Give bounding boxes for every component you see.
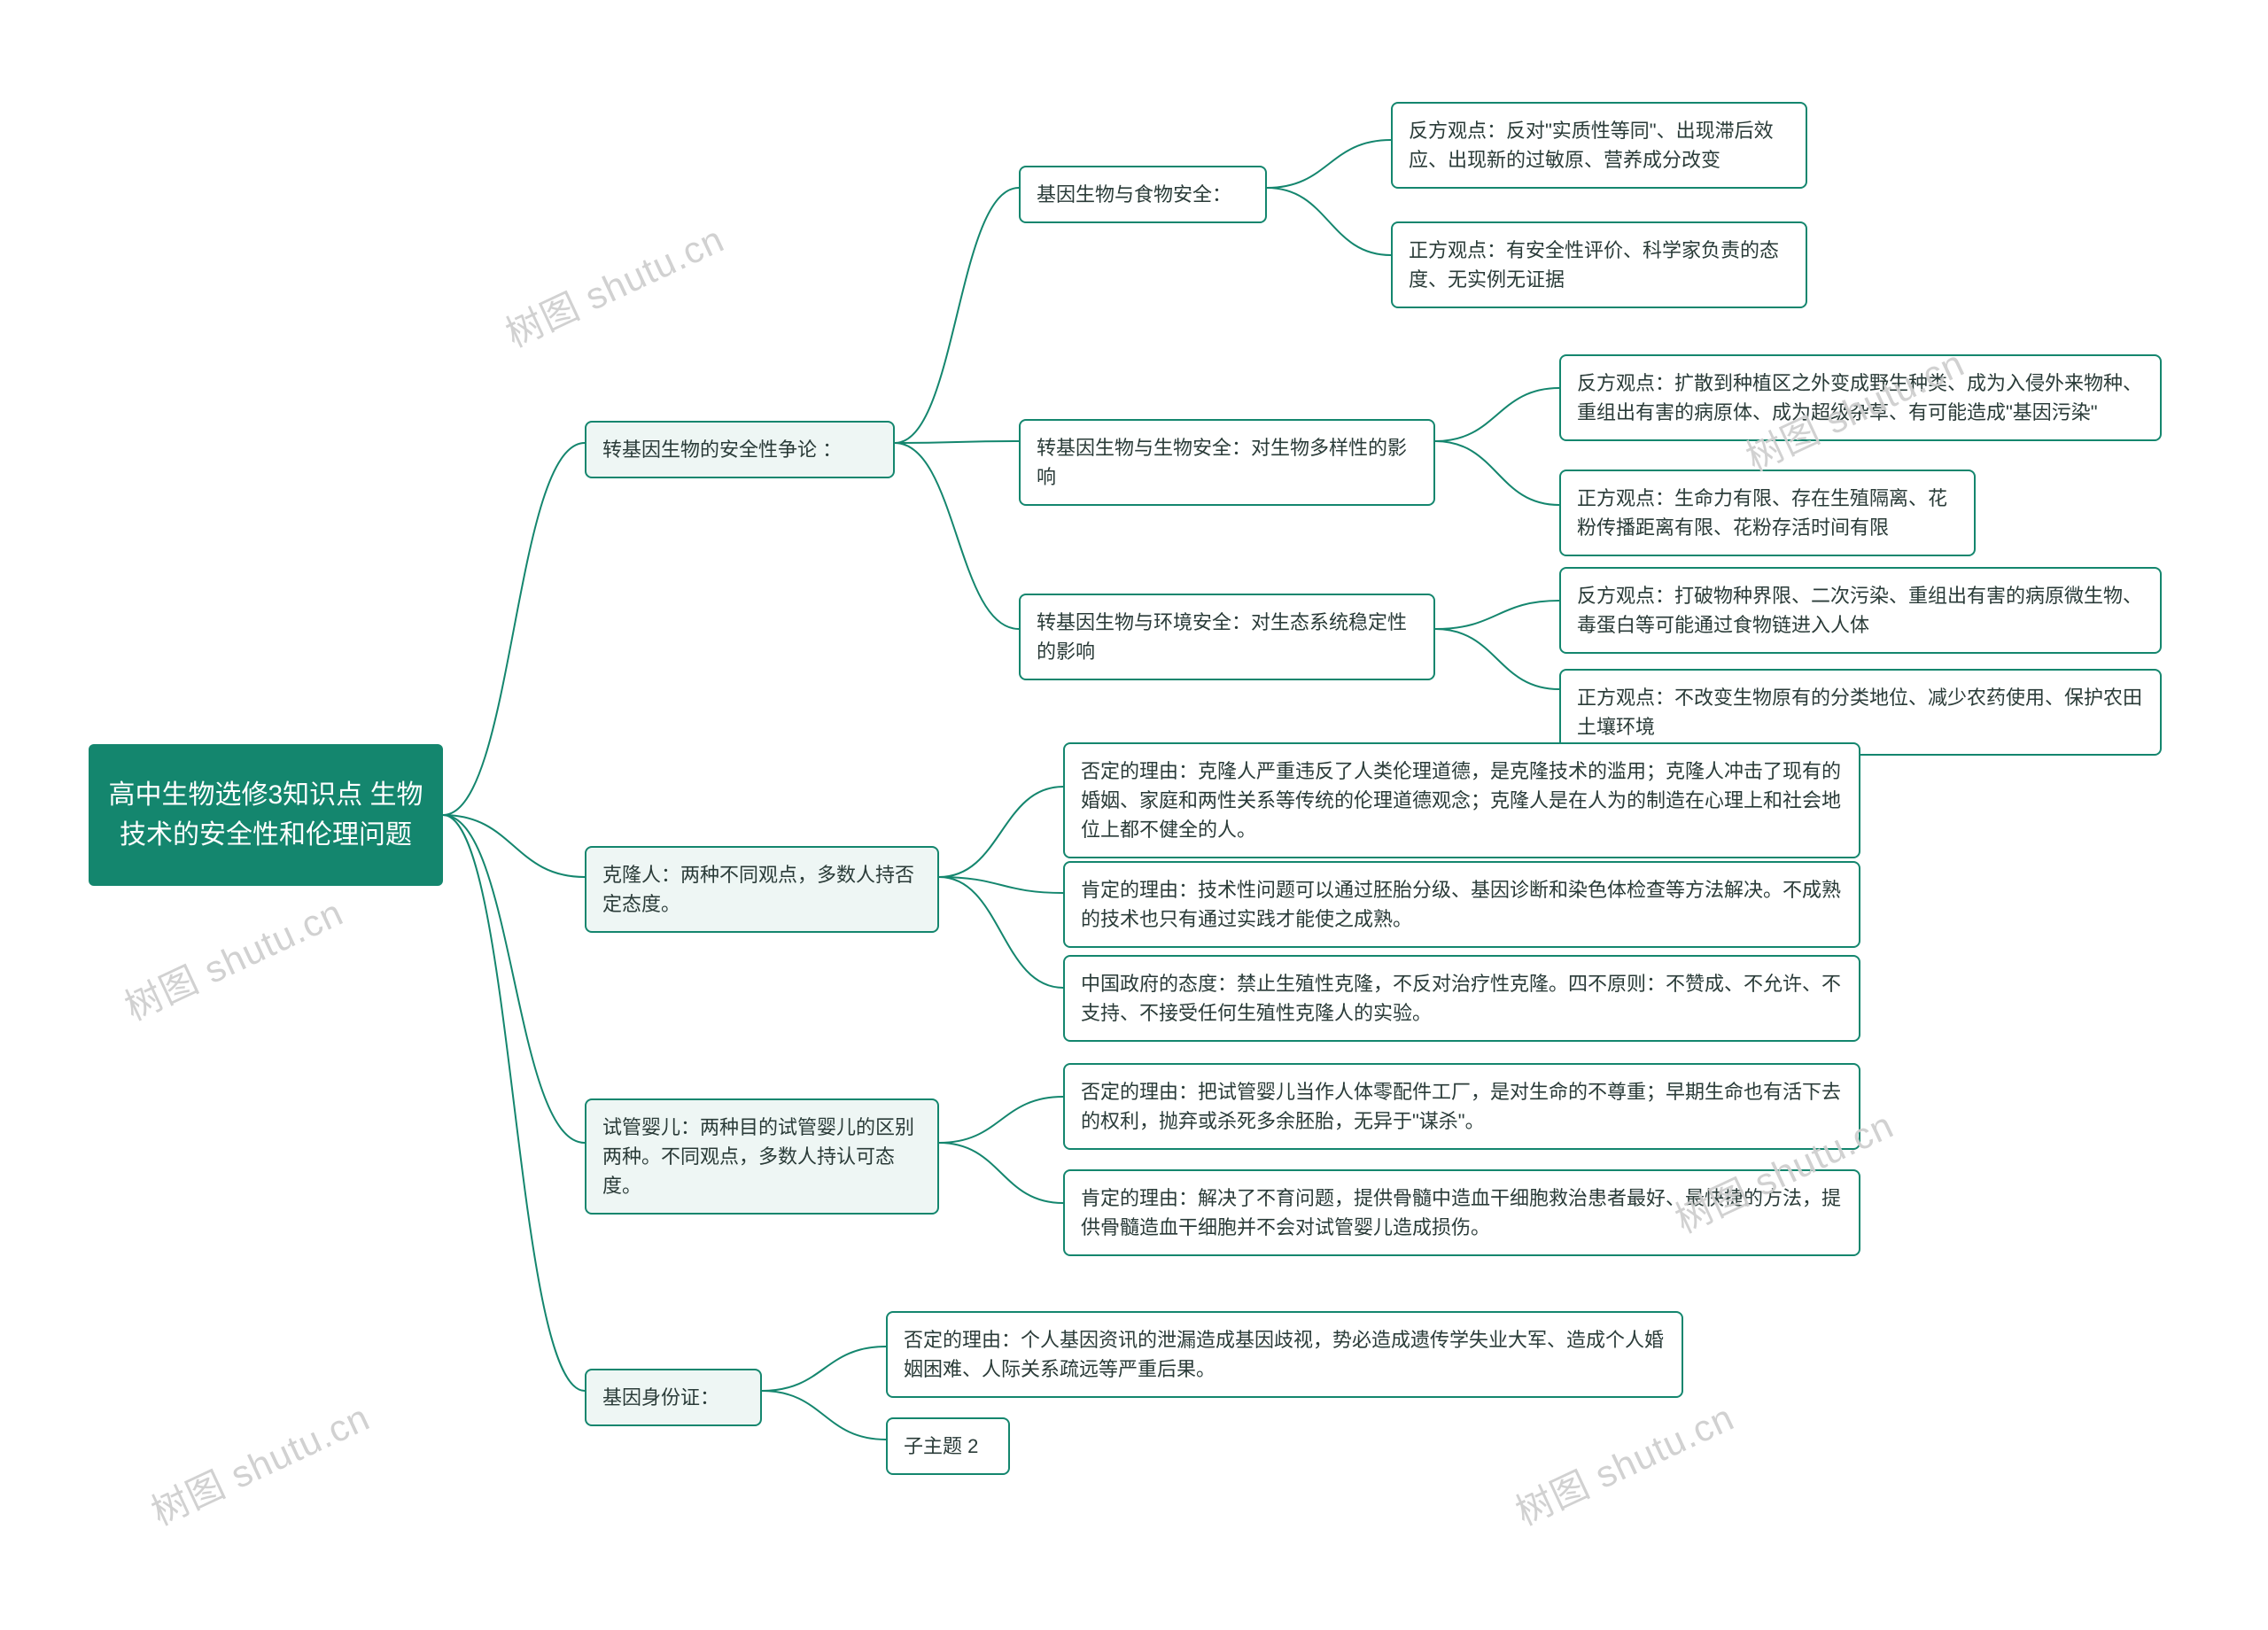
leaf-label: 反方观点：扩散到种植区之外变成野生种类、成为入侵外来物种、重组出有害的病原体、成… xyxy=(1577,369,2144,427)
leaf-label: 反方观点：反对"实质性等同"、出现滞后效应、出现新的过敏原、营养成分改变 xyxy=(1409,116,1790,175)
watermark: 树图 shutu.cn xyxy=(115,883,351,1031)
node-label: 转基因生物与环境安全：对生态系统稳定性的影响 xyxy=(1037,608,1418,666)
watermark: 树图 shutu.cn xyxy=(1506,1388,1742,1536)
leaf-geneid-sub2[interactable]: 子主题 2 xyxy=(886,1417,1010,1475)
leaf-label: 中国政府的态度：禁止生殖性克隆，不反对治疗性克隆。四不原则：不赞成、不允许、不支… xyxy=(1081,969,1843,1028)
leaf-label: 子主题 2 xyxy=(904,1432,978,1461)
leaf-env-against[interactable]: 反方观点：打破物种界限、二次污染、重组出有害的病原微生物、毒蛋白等可能通过食物链… xyxy=(1559,567,2162,654)
branch-label: 试管婴儿：两种目的试管婴儿的区别两种。不同观点，多数人持认可态度。 xyxy=(602,1113,921,1200)
leaf-label: 正方观点：不改变生物原有的分类地位、减少农药使用、保护农田土壤环境 xyxy=(1577,683,2144,741)
leaf-bio-against[interactable]: 反方观点：扩散到种植区之外变成野生种类、成为入侵外来物种、重组出有害的病原体、成… xyxy=(1559,354,2162,441)
leaf-label: 反方观点：打破物种界限、二次污染、重组出有害的病原微生物、毒蛋白等可能通过食物链… xyxy=(1577,581,2144,640)
root-label: 高中生物选修3知识点 生物技术的安全性和伦理问题 xyxy=(105,775,427,855)
leaf-food-for[interactable]: 正方观点：有安全性评价、科学家负责的态度、无实例无证据 xyxy=(1391,221,1807,308)
leaf-label: 肯定的理由：技术性问题可以通过胚胎分级、基因诊断和染色体检查等方法解决。不成熟的… xyxy=(1081,875,1843,934)
watermark: 树图 shutu.cn xyxy=(142,1388,377,1536)
leaf-label: 正方观点：生命力有限、存在生殖隔离、花粉传播距离有限、花粉存活时间有限 xyxy=(1577,484,1958,542)
branch-cloning[interactable]: 克隆人：两种不同观点，多数人持否定态度。 xyxy=(585,846,939,933)
leaf-label: 正方观点：有安全性评价、科学家负责的态度、无实例无证据 xyxy=(1409,236,1790,294)
leaf-clone-for[interactable]: 肯定的理由：技术性问题可以通过胚胎分级、基因诊断和染色体检查等方法解决。不成熟的… xyxy=(1063,861,1860,948)
node-env-safety[interactable]: 转基因生物与环境安全：对生态系统稳定性的影响 xyxy=(1019,594,1435,680)
leaf-ivf-for[interactable]: 肯定的理由：解决了不育问题，提供骨髓中造血干细胞救治患者最好、最快捷的方法，提供… xyxy=(1063,1169,1860,1256)
watermark: 树图 shutu.cn xyxy=(496,210,732,358)
leaf-ivf-against[interactable]: 否定的理由：把试管婴儿当作人体零配件工厂，是对生命的不尊重；早期生命也有活下去的… xyxy=(1063,1063,1860,1150)
leaf-geneid-against[interactable]: 否定的理由：个人基因资讯的泄漏造成基因歧视，势必造成遗传学失业大军、造成个人婚姻… xyxy=(886,1311,1683,1398)
node-label: 基因生物与食物安全： xyxy=(1037,180,1231,209)
leaf-label: 肯定的理由：解决了不育问题，提供骨髓中造血干细胞救治患者最好、最快捷的方法，提供… xyxy=(1081,1184,1843,1242)
branch-gmo-safety[interactable]: 转基因生物的安全性争论 ： xyxy=(585,421,895,478)
leaf-food-against[interactable]: 反方观点：反对"实质性等同"、出现滞后效应、出现新的过敏原、营养成分改变 xyxy=(1391,102,1807,189)
node-label: 转基因生物与生物安全：对生物多样性的影响 xyxy=(1037,433,1418,492)
branch-ivf[interactable]: 试管婴儿：两种目的试管婴儿的区别两种。不同观点，多数人持认可态度。 xyxy=(585,1098,939,1215)
branch-gene-id[interactable]: 基因身份证： xyxy=(585,1369,762,1426)
leaf-label: 否定的理由：把试管婴儿当作人体零配件工厂，是对生命的不尊重；早期生命也有活下去的… xyxy=(1081,1077,1843,1136)
root-node[interactable]: 高中生物选修3知识点 生物技术的安全性和伦理问题 xyxy=(89,744,443,886)
leaf-clone-against[interactable]: 否定的理由：克隆人严重违反了人类伦理道德，是克隆技术的滥用；克隆人冲击了现有的婚… xyxy=(1063,742,1860,858)
branch-label: 克隆人：两种不同观点，多数人持否定态度。 xyxy=(602,860,921,919)
leaf-clone-gov[interactable]: 中国政府的态度：禁止生殖性克隆，不反对治疗性克隆。四不原则：不赞成、不允许、不支… xyxy=(1063,955,1860,1042)
leaf-label: 否定的理由：个人基因资讯的泄漏造成基因歧视，势必造成遗传学失业大军、造成个人婚姻… xyxy=(904,1325,1666,1384)
leaf-label: 否定的理由：克隆人严重违反了人类伦理道德，是克隆技术的滥用；克隆人冲击了现有的婚… xyxy=(1081,757,1843,844)
branch-label: 转基因生物的安全性争论 ： xyxy=(602,435,842,464)
leaf-bio-for[interactable]: 正方观点：生命力有限、存在生殖隔离、花粉传播距离有限、花粉存活时间有限 xyxy=(1559,470,1976,556)
branch-label: 基因身份证： xyxy=(602,1383,719,1412)
node-food-safety[interactable]: 基因生物与食物安全： xyxy=(1019,166,1267,223)
node-bio-safety[interactable]: 转基因生物与生物安全：对生物多样性的影响 xyxy=(1019,419,1435,506)
